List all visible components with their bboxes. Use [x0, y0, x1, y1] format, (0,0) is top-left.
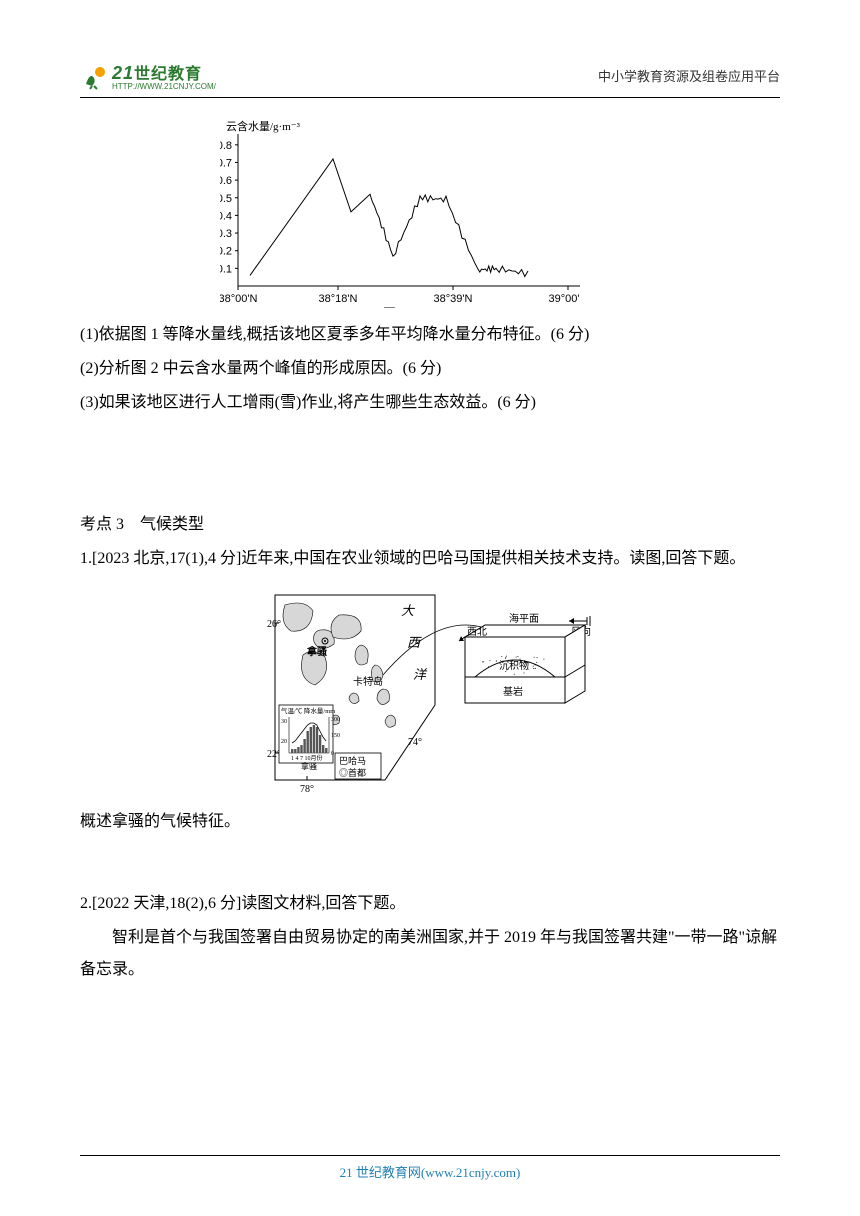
svg-text:20: 20 — [281, 739, 287, 745]
svg-text:洋: 洋 — [413, 667, 428, 682]
logo: 21世纪教育 HTTP://WWW.21CNJY.COM/ — [80, 60, 216, 91]
questions-block-1: (1)依据图 1 等降水量线,概括该地区夏季多年平均降水量分布特征。(6 分) … — [80, 319, 780, 419]
svg-text:39°00'N: 39°00'N — [549, 293, 580, 305]
logo-prefix: 21 — [112, 63, 134, 83]
kaodian3-item1-followup: 概述拿骚的气候特征。 — [80, 806, 780, 838]
kaodian3-item2-block: 2.[2022 天津,18(2),6 分]读图文材料,回答下题。 智利是首个与我… — [80, 888, 780, 986]
header-right-text: 中小学教育资源及组卷应用平台 — [598, 66, 780, 85]
svg-text:◎首都: ◎首都 — [339, 767, 366, 778]
svg-text:云含水量/g·m⁻³: 云含水量/g·m⁻³ — [226, 119, 301, 133]
bahamas-figure: 26°22°78°74°拿骚卡特岛大西洋巴哈马◎首都气温/℃ 降水量/mm302… — [80, 585, 780, 800]
svg-text:0.7: 0.7 — [220, 157, 232, 169]
logo-main-text: 世纪教育 — [134, 66, 202, 83]
logo-url: HTTP://WWW.21CNJY.COM/ — [112, 82, 216, 91]
svg-text:大: 大 — [401, 603, 416, 618]
header-divider — [80, 97, 780, 98]
kaodian3-item1: 1.[2023 北京,17(1),4 分]近年来,中国在农业领域的巴哈马国提供相… — [80, 543, 780, 575]
svg-text:0: 0 — [331, 751, 334, 757]
kaodian3-item2: 2.[2022 天津,18(2),6 分]读图文材料,回答下题。 — [80, 888, 780, 920]
svg-text:卡特岛: 卡特岛 — [353, 675, 383, 688]
svg-text:巴哈马: 巴哈马 — [339, 755, 366, 766]
svg-text:74°: 74° — [408, 737, 422, 748]
page-footer: 21 世纪教育网(www.21cnjy.com) — [0, 1155, 860, 1182]
svg-text:0.2: 0.2 — [220, 246, 232, 258]
svg-text:西北: 西北 — [467, 626, 487, 638]
svg-text:300: 300 — [331, 717, 340, 723]
section-kaodian3: 考点 3 气候类型 1.[2023 北京,17(1),4 分]近年来,中国在农业… — [80, 509, 780, 575]
question-1-2: (2)分析图 2 中云含水量两个峰值的形成原因。(6 分) — [80, 353, 780, 385]
footer-text: 21 世纪教育网(www.21cnjy.com) — [340, 1165, 521, 1180]
svg-text:0.8: 0.8 — [220, 140, 232, 152]
svg-text:38°18'N: 38°18'N — [319, 293, 358, 305]
svg-text:0.6: 0.6 — [220, 175, 232, 187]
svg-text:沉积物: 沉积物 — [499, 659, 529, 672]
svg-text:拿骚: 拿骚 — [306, 645, 328, 658]
question-1-1: (1)依据图 1 等降水量线,概括该地区夏季多年平均降水量分布特征。(6 分) — [80, 319, 780, 351]
svg-text:0.4: 0.4 — [220, 210, 232, 222]
svg-text:0.5: 0.5 — [220, 193, 232, 205]
svg-text:海平面: 海平面 — [509, 612, 539, 625]
svg-text:拿骚: 拿骚 — [301, 761, 317, 771]
page-header: 21世纪教育 HTTP://WWW.21CNJY.COM/ 中小学教育资源及组卷… — [80, 60, 780, 91]
svg-text:38°00'N: 38°00'N — [220, 293, 258, 305]
kaodian3-item2-para: 智利是首个与我国签署自由贸易协定的南美洲国家,并于 2019 年与我国签署共建"… — [80, 922, 780, 986]
svg-text:基岩: 基岩 — [503, 685, 523, 698]
svg-text:西: 西 — [407, 635, 422, 650]
svg-text:78°: 78° — [300, 784, 314, 795]
kaodian3-title: 考点 3 气候类型 — [80, 509, 780, 541]
svg-text:图2: 图2 — [383, 306, 403, 308]
svg-text:38°39'N: 38°39'N — [434, 293, 473, 305]
question-1-3: (3)如果该地区进行人工增雨(雪)作业,将产生哪些生态效益。(6 分) — [80, 387, 780, 419]
svg-text:26°: 26° — [267, 619, 281, 630]
svg-text:30: 30 — [281, 719, 287, 725]
svg-text:0.1: 0.1 — [220, 263, 232, 275]
footer-divider — [80, 1155, 780, 1156]
cloud-water-chart: 云含水量/g·m⁻³ 0.1 0.2 0.3 0.4 0.5 0.6 0.7 0.8 38°00'… — [220, 118, 780, 313]
logo-icon — [80, 62, 108, 90]
svg-text:150: 150 — [331, 733, 340, 739]
svg-text:0.3: 0.3 — [220, 228, 232, 240]
svg-text:气温/℃ 降水量/mm: 气温/℃ 降水量/mm — [281, 706, 335, 715]
svg-text:1 4 7 10月份: 1 4 7 10月份 — [291, 754, 323, 762]
